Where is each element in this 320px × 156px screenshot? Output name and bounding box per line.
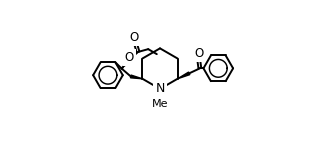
Text: Me: Me — [152, 99, 168, 109]
Text: O: O — [125, 51, 134, 64]
Polygon shape — [178, 72, 190, 79]
Text: O: O — [194, 47, 203, 60]
Text: N: N — [155, 82, 165, 95]
Polygon shape — [131, 75, 142, 79]
Text: O: O — [130, 31, 139, 44]
